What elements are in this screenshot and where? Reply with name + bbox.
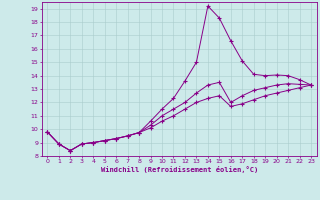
X-axis label: Windchill (Refroidissement éolien,°C): Windchill (Refroidissement éolien,°C) (100, 166, 258, 173)
